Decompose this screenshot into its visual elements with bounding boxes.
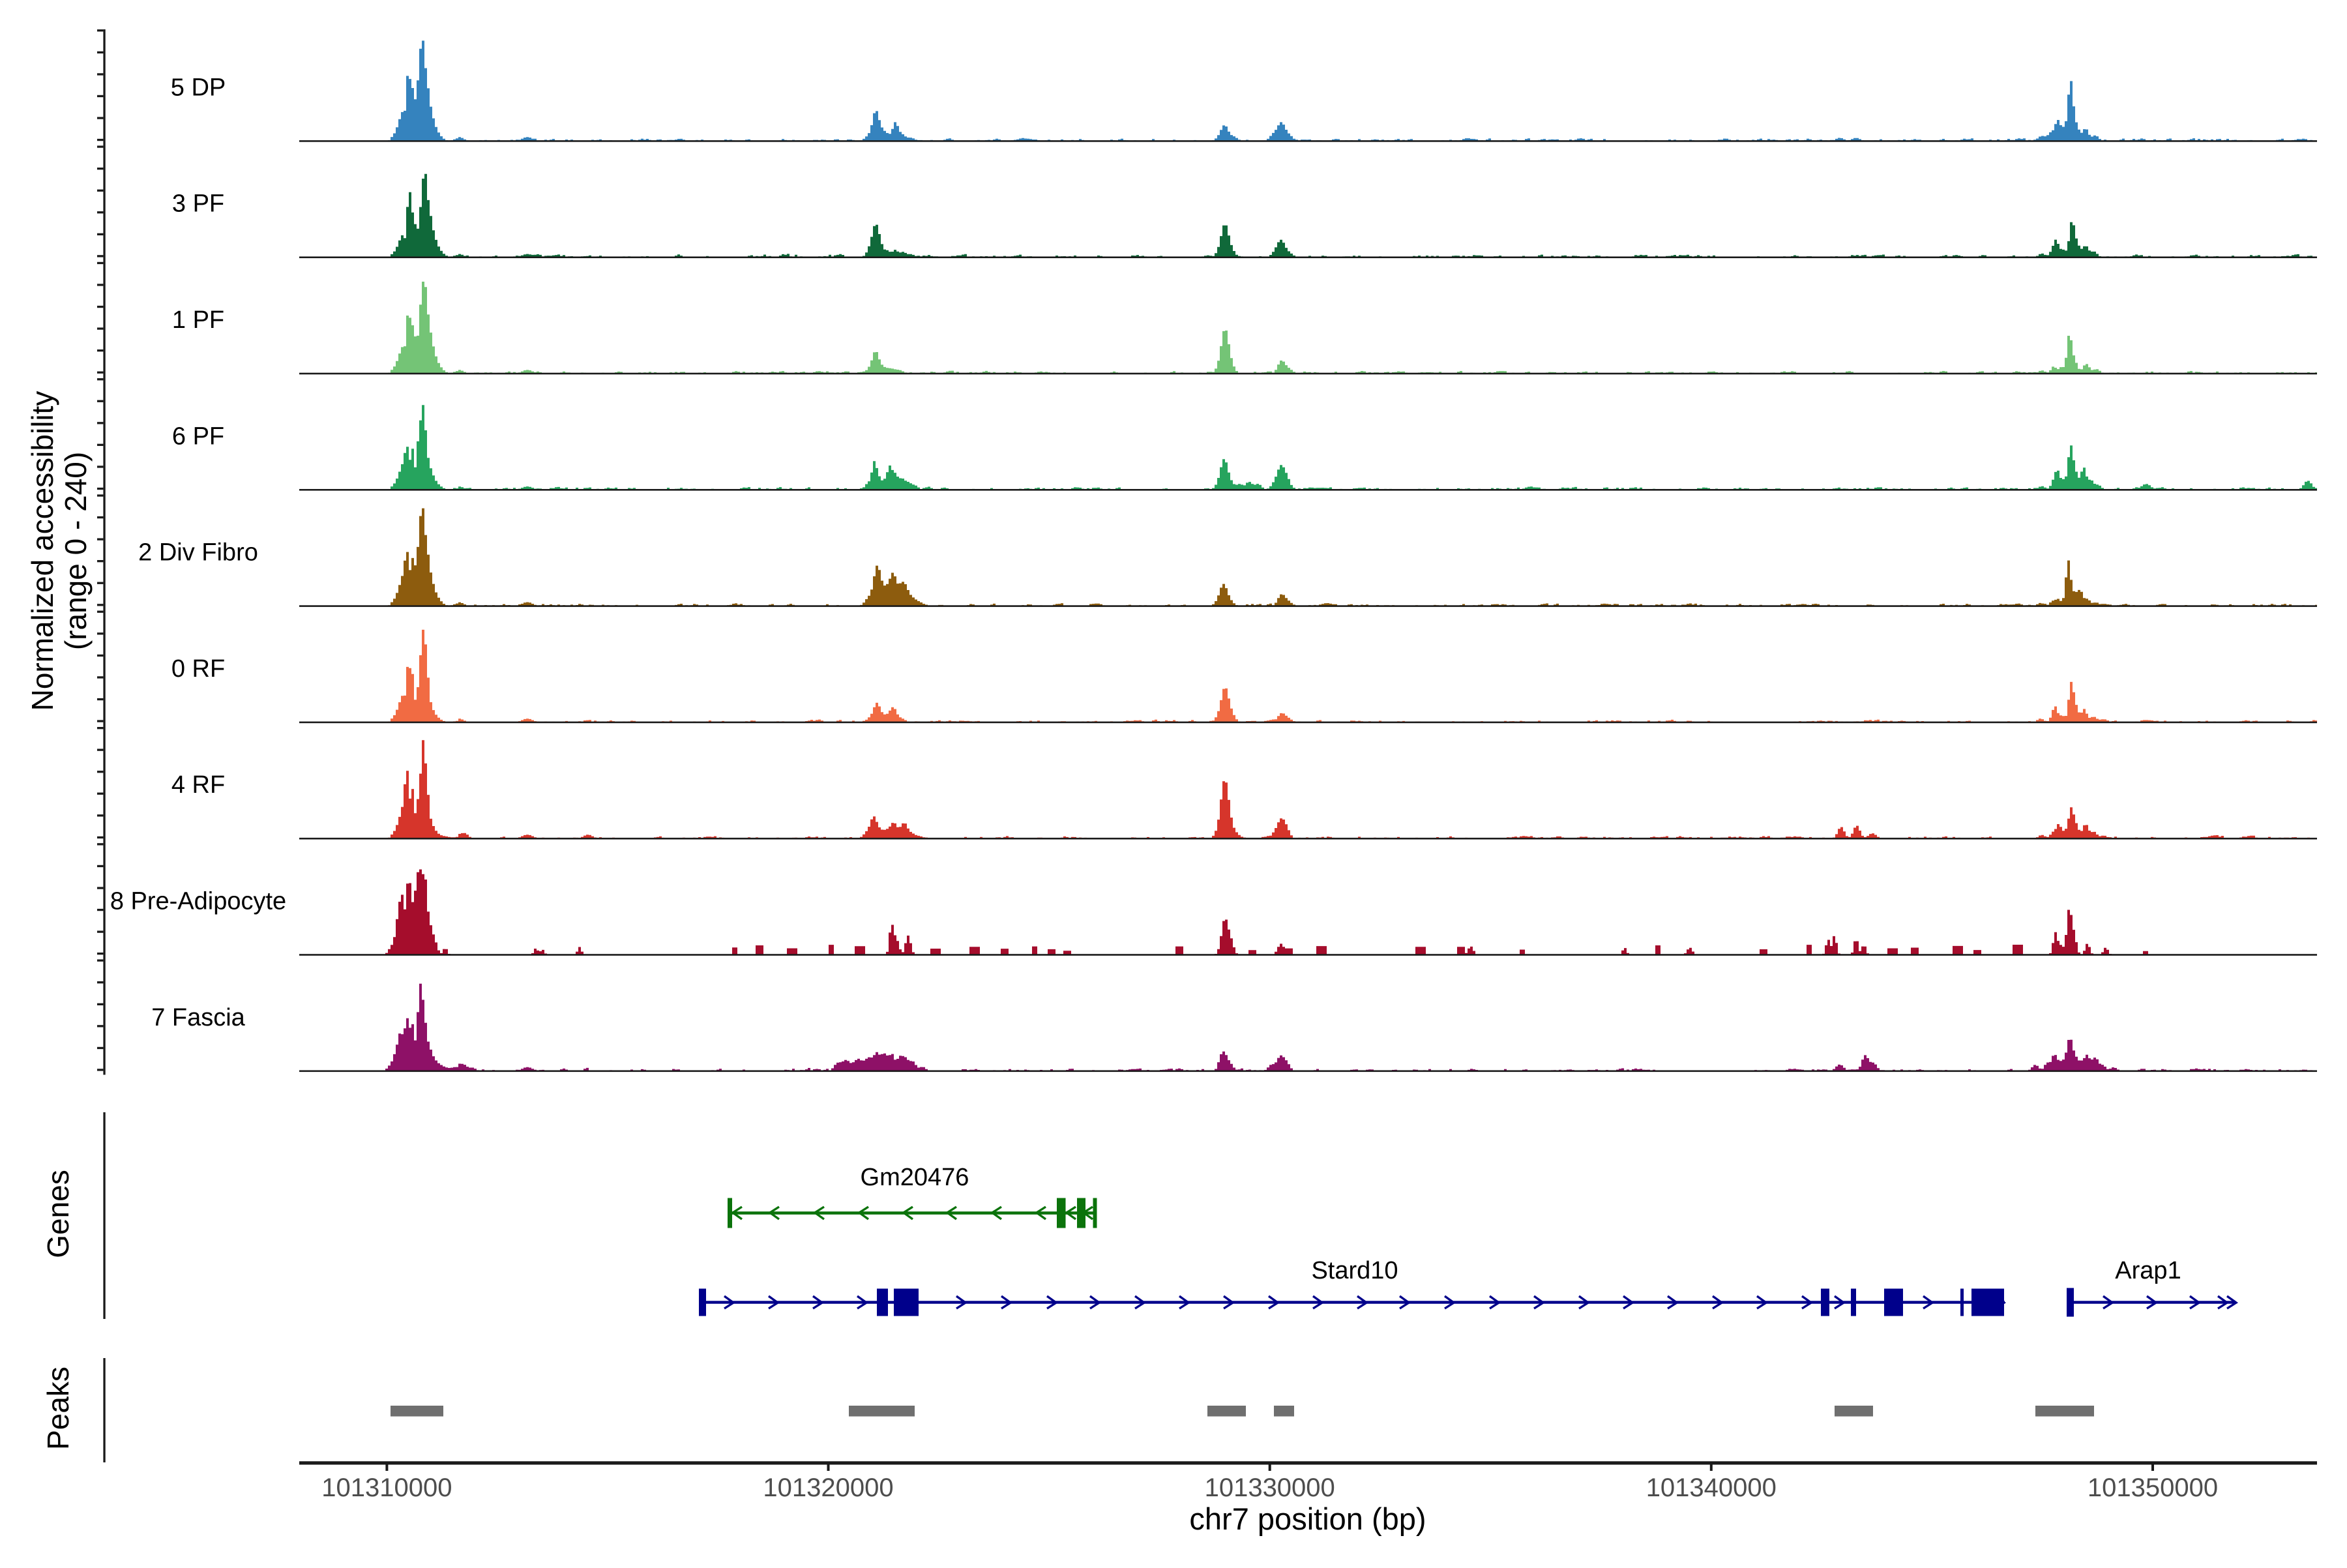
svg-text:Genes: Genes <box>41 1170 75 1258</box>
svg-text:chr7 position (bp): chr7 position (bp) <box>1189 1501 1426 1536</box>
svg-text:Stard10: Stard10 <box>1311 1257 1398 1284</box>
svg-text:101320000: 101320000 <box>763 1473 893 1502</box>
svg-text:Normalized accessibility: Normalized accessibility <box>25 391 59 711</box>
svg-text:6 PF: 6 PF <box>172 422 224 450</box>
svg-text:3 PF: 3 PF <box>172 190 224 218</box>
svg-text:0 RF: 0 RF <box>171 655 225 683</box>
svg-text:101350000: 101350000 <box>2088 1473 2218 1502</box>
svg-text:4 RF: 4 RF <box>171 771 225 799</box>
svg-text:7 Fascia: 7 Fascia <box>151 1004 245 1031</box>
svg-text:1 PF: 1 PF <box>172 306 224 334</box>
svg-text:Peaks: Peaks <box>41 1367 75 1450</box>
svg-text:Arap1: Arap1 <box>2115 1257 2181 1284</box>
svg-text:5 DP: 5 DP <box>171 74 226 101</box>
svg-text:(range 0 - 240): (range 0 - 240) <box>59 452 93 650</box>
svg-text:8 Pre-Adipocyte: 8 Pre-Adipocyte <box>110 888 286 915</box>
svg-text:101310000: 101310000 <box>321 1473 452 1502</box>
svg-text:101340000: 101340000 <box>1646 1473 1777 1502</box>
svg-text:101330000: 101330000 <box>1205 1473 1335 1502</box>
svg-text:Gm20476: Gm20476 <box>861 1164 969 1191</box>
svg-text:2 Div Fibro: 2 Div Fibro <box>138 539 258 567</box>
